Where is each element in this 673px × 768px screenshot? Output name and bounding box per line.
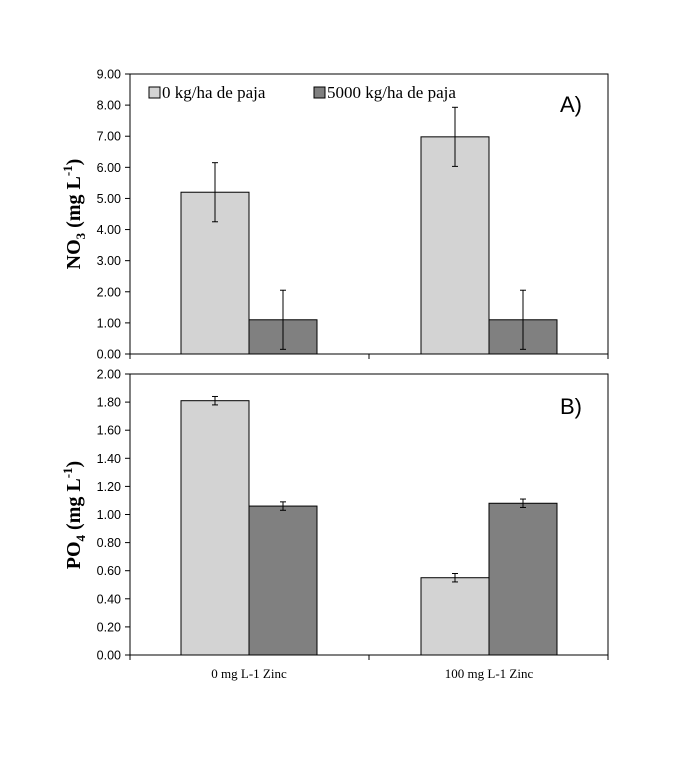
- panel-b-ytick-label-1: 0.20: [97, 620, 121, 634]
- panel-a-ytick-label-5: 5.00: [97, 192, 121, 206]
- panel-a-bars: [180, 136, 558, 355]
- panel-b-bar-s1-c0: [248, 505, 318, 656]
- panel-a-ytick-label-9: 9.00: [97, 68, 121, 82]
- panel-a-ylabel-sup: -1: [60, 165, 75, 176]
- legend-label-1: 5000 kg/ha de paja: [327, 83, 456, 102]
- panel-a-error-bars: [212, 106, 526, 350]
- panel-a-bar-s0-c1: [420, 136, 490, 355]
- panel-a-error-bar-s1-c0: [280, 289, 286, 350]
- category-label-1: 100 mg L-1 Zinc: [445, 666, 534, 681]
- legend-label-0: 0 kg/ha de paja: [162, 83, 266, 102]
- panel-a-error-bar-s0-c1: [452, 106, 458, 167]
- panel-a-ylabel-end: ): [63, 159, 85, 166]
- panel-a-ytick-label-0: 0.00: [97, 348, 121, 362]
- panel-a-x-ticks: [129, 354, 609, 359]
- legend-swatch-0: [148, 86, 161, 99]
- panel-b-ytick-label-2: 0.40: [97, 592, 121, 606]
- panel-b-error-bars: [212, 395, 526, 583]
- panel-b-bar-s0-c0: [180, 400, 250, 656]
- panel-a-ytick-label-2: 2.00: [97, 285, 121, 299]
- panel-b-ytick-label-6: 1.20: [97, 480, 121, 494]
- panel-b-ytick-label-3: 0.60: [97, 564, 121, 578]
- panel-b-ylabel-rest: (mg L: [63, 478, 85, 535]
- panel-b-y-ticks: 0.00 0.20 0.40 0.60 0.80 1.00 1.20 1.40 1.60 1.80…: [97, 368, 130, 663]
- panel-b-bars: [180, 400, 558, 656]
- panel-a-ytick-label-8: 8.00: [97, 99, 121, 113]
- panel-a-ylabel-rest: (mg L: [63, 176, 85, 233]
- panel-a-error-bar-s1-c1: [520, 289, 526, 350]
- panel-b-x-ticks: [129, 655, 609, 660]
- panel-a-ytick-label-7: 7.00: [97, 130, 121, 144]
- panel-b-ylabel-end: ): [63, 461, 85, 468]
- panel-b-ylabel-sub: 4: [73, 534, 88, 541]
- panel-a-y-axis-label: NO3 (mg L-1): [60, 159, 88, 270]
- legend: 0 kg/ha de paja 5000 kg/ha de paja: [148, 83, 456, 102]
- panel-b-bar-s1-c1: [488, 502, 558, 656]
- panel-b-error-bar-s1-c1: [520, 498, 526, 508]
- panel-b-error-bar-s0-c0: [212, 395, 218, 406]
- category-label-0: 0 mg L-1 Zinc: [211, 666, 287, 681]
- panel-b-ylabel-main: PO: [63, 541, 85, 569]
- panel-a-error-bar-s0-c0: [212, 162, 218, 223]
- panel-a-ytick-label-4: 4.00: [97, 223, 121, 237]
- panel-b-ytick-label-7: 1.40: [97, 452, 121, 466]
- panel-b-ytick-label-10: 2.00: [97, 368, 121, 382]
- panel-a-y-ticks: 0.00 1.00 2.00 3.00 4.00 5.00 6.00 7.00 8.00 9.00: [97, 68, 130, 362]
- panel-a-ylabel-main: NO: [63, 239, 85, 269]
- panel-b-label: B): [560, 394, 582, 419]
- panel-a-ytick-label-1: 1.00: [97, 316, 121, 330]
- panel-b-ytick-label-5: 1.00: [97, 508, 121, 522]
- panel-a-ylabel-sub: 3: [73, 232, 88, 239]
- panel-b-ytick-label-8: 1.60: [97, 424, 121, 438]
- legend-swatch-1: [313, 86, 326, 99]
- panel-a-chart: 0.00 1.00 2.00 3.00 4.00 5.00 6.00 7.00 8.00 9.00…: [60, 68, 609, 362]
- panel-b-ytick-label-4: 0.80: [97, 536, 121, 550]
- panel-b-error-bar-s0-c1: [452, 573, 458, 583]
- panel-a-ytick-label-6: 6.00: [97, 161, 121, 175]
- panel-b-chart: 0.00 0.20 0.40 0.60 0.80 1.00 1.20 1.40 1.60 1.80…: [60, 368, 609, 663]
- panel-b-ytick-label-0: 0.00: [97, 649, 121, 663]
- panel-b-ytick-label-9: 1.80: [97, 396, 121, 410]
- panel-b-bar-s0-c1: [420, 577, 490, 656]
- panel-b-y-axis-label: PO4 (mg L-1): [60, 461, 88, 569]
- panel-b-ylabel-sup: -1: [60, 467, 75, 478]
- panel-a-label: A): [560, 92, 582, 117]
- panel-a-ytick-label-3: 3.00: [97, 254, 121, 268]
- panel-b-error-bar-s1-c0: [280, 501, 286, 511]
